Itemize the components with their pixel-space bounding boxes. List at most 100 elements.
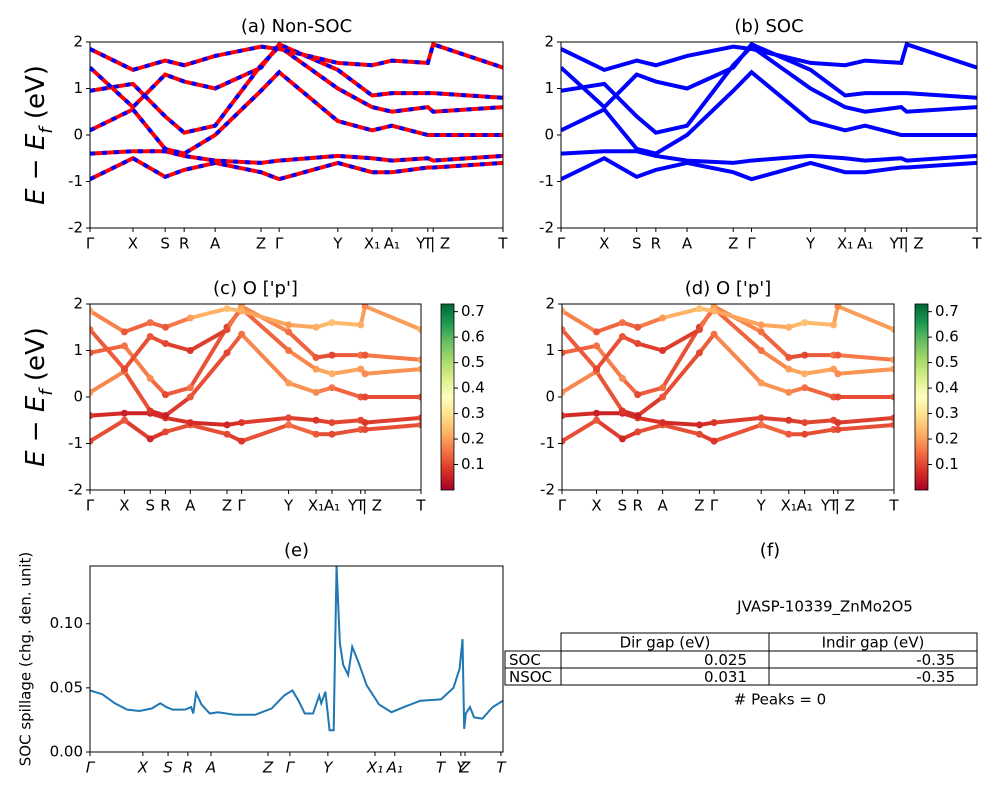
band-point — [238, 307, 246, 315]
band-segment — [189, 422, 228, 437]
table-value: -0.35 — [916, 668, 955, 686]
band-point — [593, 409, 601, 417]
x-tick-label: T — [355, 497, 366, 515]
band-point — [785, 416, 793, 424]
x-tick-label: T — [496, 759, 507, 777]
colorbar-tick-label: 0.6 — [935, 328, 959, 346]
band-segment — [90, 328, 126, 371]
band-segment — [837, 353, 894, 362]
band-segment — [637, 422, 664, 434]
x-tick-label: T — [415, 497, 426, 515]
band-point — [890, 393, 894, 401]
band-point — [801, 319, 809, 327]
x-tick-label: R — [183, 759, 193, 777]
band-segment — [713, 415, 762, 425]
band-segment — [713, 309, 762, 327]
band-segment — [164, 316, 191, 330]
band-segment — [164, 341, 191, 353]
band-point — [618, 435, 626, 443]
band — [561, 69, 977, 156]
y-tick-label: 0 — [545, 388, 555, 406]
band-point — [801, 370, 809, 378]
band-point — [312, 430, 320, 438]
panel-title: (d) O ['p'] — [685, 278, 771, 299]
band-segment — [240, 332, 291, 385]
band-segment — [562, 309, 598, 334]
band-point — [146, 374, 154, 382]
band-segment — [240, 423, 290, 444]
band-segment — [637, 341, 664, 353]
colorbar-tick-label: 0.2 — [935, 430, 959, 448]
band-point — [417, 356, 421, 364]
band-point — [223, 421, 231, 429]
y-tick-label: -2 — [540, 481, 555, 499]
x-tick-label: R — [632, 497, 642, 515]
y-tick-label: -2 — [68, 481, 83, 499]
band-segment — [761, 415, 789, 423]
colorbar-tick-label: 0.4 — [461, 379, 485, 397]
band-point — [695, 305, 703, 313]
x-tick-label: X — [119, 497, 129, 515]
band-point — [238, 330, 246, 338]
band-point — [634, 391, 642, 399]
band-point — [618, 374, 626, 382]
band-dash — [90, 155, 503, 182]
band-point — [90, 412, 94, 420]
band-segment — [661, 327, 701, 353]
band-segment — [713, 423, 762, 444]
x-tick-label: Γ — [275, 235, 284, 253]
band-dash — [90, 69, 503, 156]
band-point — [890, 414, 894, 422]
y-axis-label-part: f — [36, 387, 57, 396]
y-tick-label: -1 — [68, 172, 83, 190]
band-segment — [188, 351, 229, 399]
band-segment — [837, 304, 894, 332]
band-segment — [837, 415, 894, 425]
table-cell — [768, 667, 978, 686]
band-point — [146, 407, 154, 415]
band-point — [161, 391, 169, 399]
band-segment — [661, 351, 701, 399]
band-point — [757, 414, 765, 422]
axes-frame — [561, 303, 895, 491]
y-tick-label: 2 — [545, 295, 555, 313]
band-point — [695, 430, 703, 438]
x-tick-label: S — [632, 235, 642, 253]
plot-area — [90, 304, 421, 445]
band-segment — [188, 326, 229, 389]
x-tick-label: Y — [332, 235, 343, 253]
colorbar — [440, 303, 455, 491]
x-tick-label: R — [160, 497, 170, 515]
band-segment — [837, 422, 894, 432]
y-tick-label: 0 — [73, 126, 83, 144]
band-point — [312, 353, 320, 361]
band-segment — [364, 415, 421, 425]
band-point — [285, 321, 293, 329]
y-tick-label: -1 — [539, 172, 554, 190]
band-point — [120, 409, 128, 417]
axes-frame — [89, 41, 504, 229]
band-segment — [562, 369, 598, 395]
x-tick-label: X₁ — [781, 497, 797, 515]
x-tick-label: Γ — [86, 497, 95, 515]
x-tick-label: Y — [283, 497, 294, 515]
band-point — [830, 365, 838, 373]
band-segment — [637, 415, 663, 425]
band-dash — [90, 42, 503, 110]
band-segment — [331, 427, 362, 437]
band-point — [757, 328, 765, 336]
band-segment — [364, 304, 421, 332]
band-segment — [595, 320, 624, 334]
band-segment — [331, 385, 362, 399]
band-segment — [287, 423, 317, 437]
band-point — [785, 388, 793, 396]
band-point — [634, 428, 642, 436]
panel-title: (f) — [760, 540, 780, 561]
table-value: 0.025 — [704, 651, 747, 669]
panel-title: (a) Non-SOC — [241, 16, 352, 37]
band-segment — [148, 377, 167, 397]
band-segment — [594, 370, 625, 413]
x-tick-label: X₁ — [366, 759, 383, 777]
band-point — [417, 421, 421, 429]
band-segment — [760, 381, 790, 395]
